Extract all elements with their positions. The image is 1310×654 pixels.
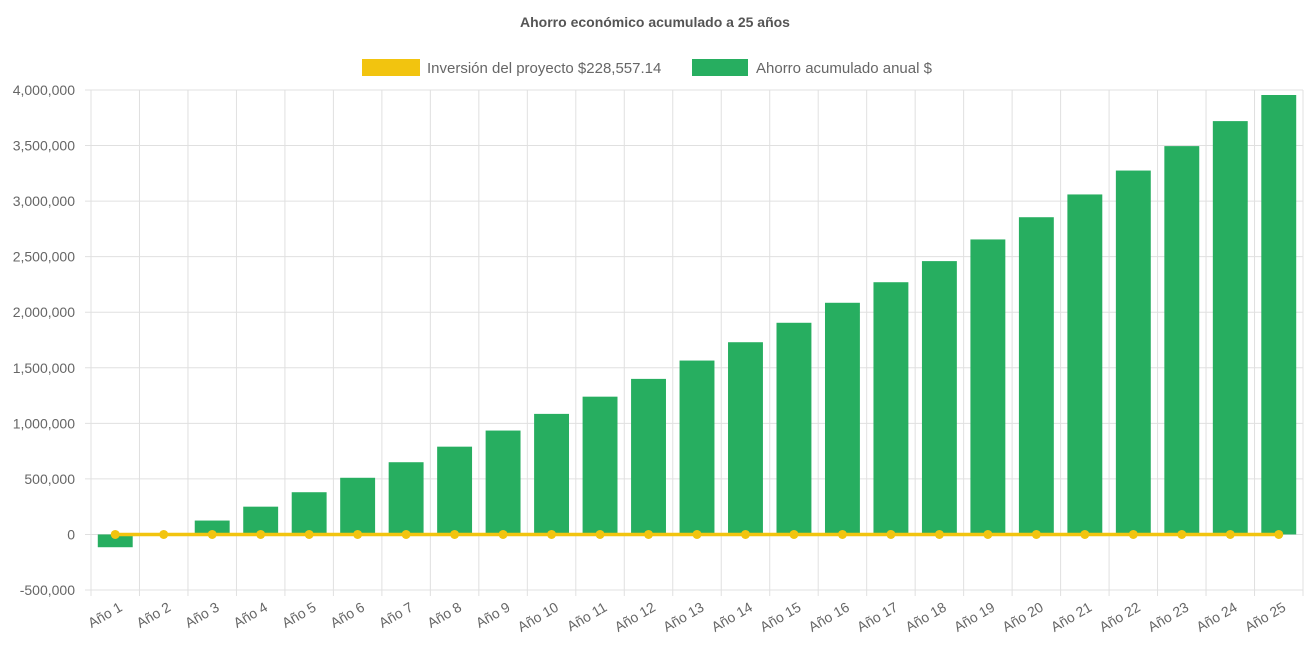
grid — [85, 89, 1304, 596]
bar-savings[interactable] — [437, 446, 473, 535]
investment-point[interactable] — [886, 529, 896, 539]
x-tick-label: Año 12 — [612, 599, 659, 635]
investment-point[interactable] — [1031, 529, 1041, 539]
bar-savings[interactable] — [582, 396, 618, 535]
legend-swatch-savings[interactable] — [692, 59, 748, 76]
y-tick-label: 0 — [67, 526, 75, 542]
investment-point[interactable] — [110, 529, 120, 539]
x-tick-label: Año 16 — [806, 599, 853, 635]
bar-savings[interactable] — [291, 492, 327, 535]
x-tick-label: Año 23 — [1145, 599, 1192, 635]
x-tick-label: Año 20 — [999, 599, 1046, 635]
x-tick-label: Año 13 — [660, 599, 707, 635]
investment-point[interactable] — [789, 529, 799, 539]
x-tick-label: Año 10 — [515, 599, 562, 635]
bar-savings[interactable] — [1067, 194, 1103, 535]
bar-savings[interactable] — [194, 520, 230, 535]
investment-point[interactable] — [256, 529, 266, 539]
x-tick-label: Año 4 — [230, 599, 270, 631]
legend: Inversión del proyecto $228,557.14 Ahorr… — [362, 59, 933, 77]
bar-savings[interactable] — [728, 342, 763, 535]
bar-savings[interactable] — [1261, 95, 1297, 535]
x-tick-label: Año 14 — [709, 599, 756, 635]
legend-label-investment[interactable]: Inversión del proyecto $228,557.14 — [427, 60, 661, 77]
x-tick-label: Año 3 — [182, 599, 222, 631]
legend-label-savings[interactable]: Ahorro acumulado anual $ — [756, 60, 933, 77]
investment-point[interactable] — [1225, 529, 1235, 539]
bar-savings[interactable] — [1018, 217, 1054, 535]
y-tick-label: 4,000,000 — [13, 82, 75, 98]
bar-savings[interactable] — [631, 378, 666, 535]
bar-savings[interactable] — [485, 430, 521, 535]
bar-savings[interactable] — [679, 360, 715, 535]
bar-savings[interactable] — [970, 239, 1006, 535]
x-tick-label: Año 5 — [279, 599, 319, 631]
bar-savings[interactable] — [97, 534, 133, 548]
x-tick-label: Año 24 — [1193, 599, 1240, 635]
x-tick-label: Año 18 — [902, 599, 949, 635]
bar-savings[interactable] — [243, 506, 279, 535]
investment-point[interactable] — [1080, 529, 1090, 539]
x-tick-label: Año 7 — [376, 599, 416, 631]
investment-point[interactable] — [353, 529, 363, 539]
x-tick-label: Año 1 — [85, 599, 125, 631]
y-tick-label: 1,000,000 — [13, 415, 75, 431]
x-tick-label: Año 8 — [424, 599, 464, 631]
x-tick-label: Año 15 — [757, 599, 804, 635]
bar-savings[interactable] — [824, 302, 860, 535]
x-tick-label: Año 6 — [327, 599, 367, 631]
investment-point[interactable] — [498, 529, 508, 539]
investment-point[interactable] — [644, 529, 654, 539]
x-tick-label: Año 25 — [1242, 599, 1289, 635]
x-tick-label: Año 17 — [854, 599, 901, 635]
savings-bars — [97, 95, 1297, 548]
y-axis: 4,000,000 3,500,000 3,000,000 2,500,000 2,00… — [13, 82, 76, 598]
x-tick-label: Año 9 — [473, 599, 513, 631]
bar-savings[interactable] — [1115, 170, 1151, 535]
investment-point[interactable] — [547, 529, 557, 539]
y-tick-label: 2,500,000 — [13, 249, 75, 265]
x-axis: Año 1 Año 2 Año 3 Año 4 Año 5 Año 6 Año 7 Año 8… — [85, 599, 1288, 635]
y-tick-label: 1,500,000 — [13, 360, 75, 376]
x-tick-label: Año 2 — [134, 599, 174, 631]
investment-point[interactable] — [983, 529, 993, 539]
investment-point[interactable] — [450, 529, 460, 539]
y-tick-label: 3,500,000 — [13, 138, 75, 154]
investment-point[interactable] — [1177, 529, 1187, 539]
x-tick-label: Año 22 — [1096, 599, 1143, 635]
x-tick-label: Año 19 — [951, 599, 998, 635]
investment-point[interactable] — [401, 529, 411, 539]
bar-savings[interactable] — [534, 413, 570, 535]
investment-point[interactable] — [1274, 529, 1284, 539]
legend-swatch-investment[interactable] — [362, 59, 420, 76]
y-tick-label: 3,000,000 — [13, 193, 75, 209]
bar-savings[interactable] — [388, 462, 424, 535]
investment-point[interactable] — [159, 529, 169, 539]
investment-point[interactable] — [304, 529, 314, 539]
y-tick-label: 500,000 — [24, 471, 75, 487]
investment-point[interactable] — [837, 529, 847, 539]
bar-savings[interactable] — [873, 282, 909, 535]
investment-line — [110, 529, 1284, 539]
bar-savings[interactable] — [1212, 121, 1248, 535]
x-tick-label: Año 21 — [1048, 599, 1095, 635]
chart-title: Ahorro económico acumulado a 25 años — [520, 14, 790, 30]
bar-savings[interactable] — [1164, 146, 1200, 535]
investment-point[interactable] — [692, 529, 702, 539]
investment-point[interactable] — [207, 529, 217, 539]
investment-point[interactable] — [595, 529, 605, 539]
x-tick-label: Año 11 — [564, 599, 610, 635]
bar-savings[interactable] — [340, 477, 376, 535]
investment-point[interactable] — [934, 529, 944, 539]
y-tick-label: 2,000,000 — [13, 304, 75, 320]
investment-point[interactable] — [740, 529, 750, 539]
bar-savings[interactable] — [776, 322, 812, 535]
y-tick-label: -500,000 — [20, 582, 75, 598]
bar-savings[interactable] — [921, 261, 957, 535]
investment-point[interactable] — [1128, 529, 1138, 539]
